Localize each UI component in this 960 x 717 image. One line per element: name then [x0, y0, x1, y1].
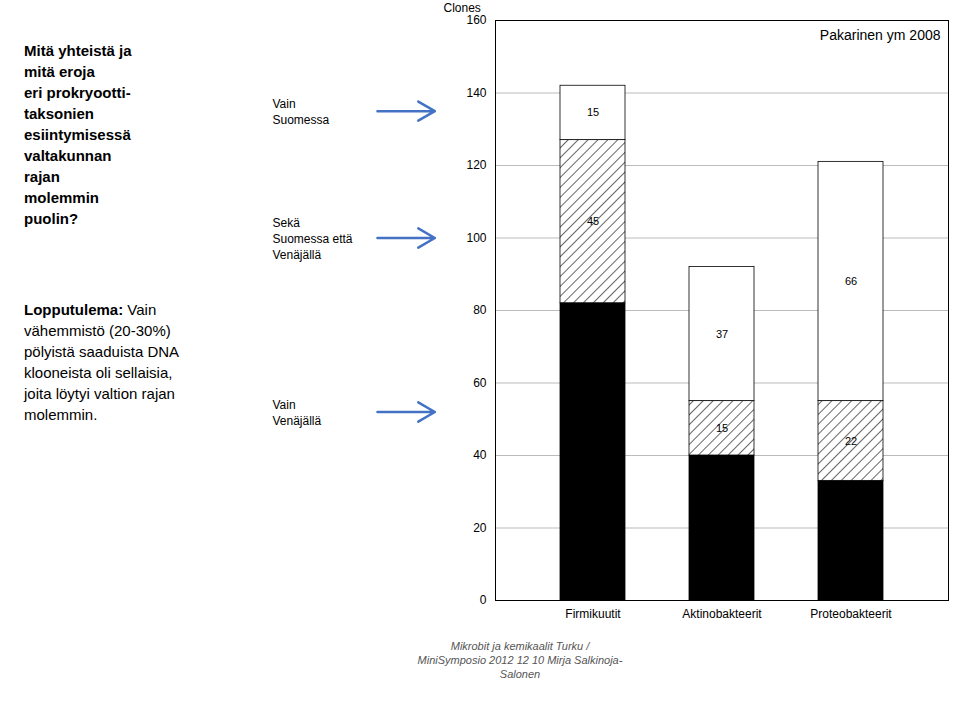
html-text:Mikrobit ja kemikaalit Turku /: Mikrobit ja kemikaalit Turku / MiniSympo…: [417, 640, 623, 680]
svg-text:22: 22: [845, 435, 857, 447]
svg-text:140: 140: [466, 86, 486, 100]
svg-text:160: 160: [466, 13, 486, 27]
svg-text:VainSuomessa: VainSuomessa: [273, 97, 330, 127]
svg-text:15: 15: [587, 106, 599, 118]
svg-text:Clones: Clones: [444, 1, 481, 15]
svg-text:60: 60: [473, 376, 487, 390]
svg-text:80: 80: [473, 303, 487, 317]
html-text:Mitä yhteistä ja mitä eroja er: Mitä yhteistä ja mitä eroja eri prokryoo…: [24, 42, 132, 227]
svg-text:66: 66: [845, 275, 857, 287]
svg-text:Aktinobakteerit: Aktinobakteerit: [682, 607, 762, 621]
svg-text:37: 37: [716, 328, 728, 340]
svg-text:20: 20: [473, 521, 487, 535]
svg-text:Firmikuutit: Firmikuutit: [565, 607, 621, 621]
svg-text:45: 45: [587, 215, 599, 227]
svg-text:SekäSuomessa ettäVenäjällä: SekäSuomessa ettäVenäjällä: [273, 216, 353, 261]
svg-text:Proteobakteerit: Proteobakteerit: [810, 607, 892, 621]
svg-text:VainVenäjällä: VainVenäjällä: [273, 398, 322, 428]
svg-text:15: 15: [716, 422, 728, 434]
svg-text:0: 0: [480, 593, 487, 607]
html-text:Lopputulema: Vain vähemmistö (: Lopputulema: Vain vähemmistö (20-30%) pö…: [24, 301, 180, 423]
svg-text:40: 40: [473, 448, 487, 462]
svg-text:120: 120: [466, 158, 486, 172]
svg-text:Pakarinen ym 2008: Pakarinen ym 2008: [820, 27, 941, 43]
svg-text:100: 100: [466, 231, 486, 245]
